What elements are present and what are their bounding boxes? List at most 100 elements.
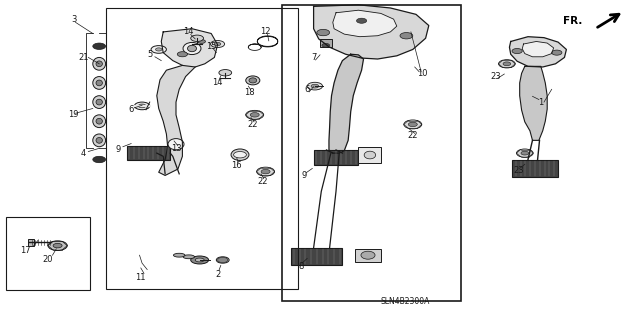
Text: 22: 22	[408, 131, 418, 140]
Text: 5: 5	[148, 50, 153, 59]
Ellipse shape	[183, 255, 195, 259]
Bar	[282, 5, 461, 301]
Circle shape	[53, 243, 62, 248]
Circle shape	[198, 40, 205, 43]
Circle shape	[234, 152, 246, 158]
Bar	[314, 150, 358, 165]
Text: 14: 14	[184, 27, 194, 36]
Circle shape	[218, 257, 228, 263]
Ellipse shape	[93, 134, 106, 147]
Circle shape	[400, 33, 413, 39]
Text: 12: 12	[260, 27, 271, 36]
Text: 19: 19	[68, 110, 79, 119]
Polygon shape	[522, 41, 554, 57]
Bar	[512, 160, 558, 177]
Text: 13: 13	[171, 144, 181, 153]
Text: 8: 8	[298, 262, 303, 271]
Circle shape	[93, 156, 106, 163]
Text: 6: 6	[129, 105, 134, 114]
Text: 20: 20	[43, 256, 53, 264]
Ellipse shape	[93, 115, 106, 128]
Circle shape	[552, 50, 562, 55]
Ellipse shape	[93, 77, 106, 89]
Text: 17: 17	[20, 246, 31, 255]
Bar	[291, 248, 342, 265]
Polygon shape	[509, 37, 566, 67]
Text: 3: 3	[71, 15, 76, 24]
Ellipse shape	[364, 151, 376, 159]
Text: 22: 22	[248, 120, 258, 129]
Circle shape	[156, 48, 162, 51]
Ellipse shape	[246, 76, 260, 85]
Circle shape	[404, 120, 422, 129]
Text: 16: 16	[232, 161, 242, 170]
Circle shape	[356, 18, 367, 23]
Ellipse shape	[216, 257, 229, 263]
Bar	[355, 249, 381, 262]
Circle shape	[307, 82, 323, 90]
Ellipse shape	[93, 57, 106, 70]
Text: 11: 11	[136, 273, 146, 282]
Bar	[6, 217, 90, 290]
Text: 6: 6	[305, 85, 310, 94]
Circle shape	[408, 122, 417, 127]
Circle shape	[503, 62, 511, 66]
Text: 10: 10	[417, 69, 428, 78]
Circle shape	[151, 46, 166, 53]
Circle shape	[219, 70, 232, 76]
Ellipse shape	[183, 42, 201, 55]
Ellipse shape	[249, 78, 257, 83]
Text: 23: 23	[513, 166, 524, 175]
Ellipse shape	[96, 61, 102, 67]
Polygon shape	[314, 5, 429, 59]
Circle shape	[134, 102, 150, 110]
Ellipse shape	[96, 118, 102, 124]
Bar	[358, 147, 381, 163]
Circle shape	[177, 52, 188, 57]
Polygon shape	[157, 65, 195, 175]
Circle shape	[246, 110, 264, 119]
Text: 23: 23	[491, 72, 501, 81]
Polygon shape	[161, 29, 218, 67]
Text: 15: 15	[206, 42, 216, 51]
Circle shape	[138, 104, 146, 108]
Circle shape	[211, 41, 225, 48]
Ellipse shape	[96, 80, 102, 86]
Ellipse shape	[168, 138, 184, 150]
Ellipse shape	[195, 258, 204, 262]
Text: 2: 2	[215, 270, 220, 279]
Bar	[127, 146, 170, 160]
Ellipse shape	[96, 99, 102, 105]
Text: FR.: FR.	[563, 16, 582, 26]
Circle shape	[322, 43, 330, 47]
Circle shape	[512, 48, 522, 54]
Circle shape	[261, 169, 270, 174]
Circle shape	[499, 60, 515, 68]
Text: 14: 14	[212, 78, 223, 87]
Bar	[320, 39, 332, 47]
Text: 7: 7	[311, 53, 316, 62]
Text: 9: 9	[301, 171, 307, 180]
Ellipse shape	[191, 256, 209, 264]
Circle shape	[191, 35, 204, 41]
Text: 9: 9	[116, 145, 121, 154]
Polygon shape	[333, 10, 397, 37]
Circle shape	[311, 84, 319, 88]
Bar	[106, 8, 298, 289]
Circle shape	[93, 43, 106, 49]
Circle shape	[317, 29, 330, 36]
Text: 18: 18	[244, 88, 255, 97]
Text: 21: 21	[78, 53, 88, 62]
Ellipse shape	[96, 137, 102, 143]
Ellipse shape	[231, 149, 249, 160]
Circle shape	[48, 241, 67, 250]
Polygon shape	[520, 66, 547, 140]
Ellipse shape	[188, 45, 196, 52]
Ellipse shape	[93, 96, 106, 108]
Circle shape	[516, 149, 533, 157]
Circle shape	[521, 151, 529, 155]
Text: 1: 1	[538, 98, 543, 107]
Ellipse shape	[173, 253, 185, 257]
Text: 22: 22	[257, 177, 268, 186]
Bar	[28, 239, 34, 246]
